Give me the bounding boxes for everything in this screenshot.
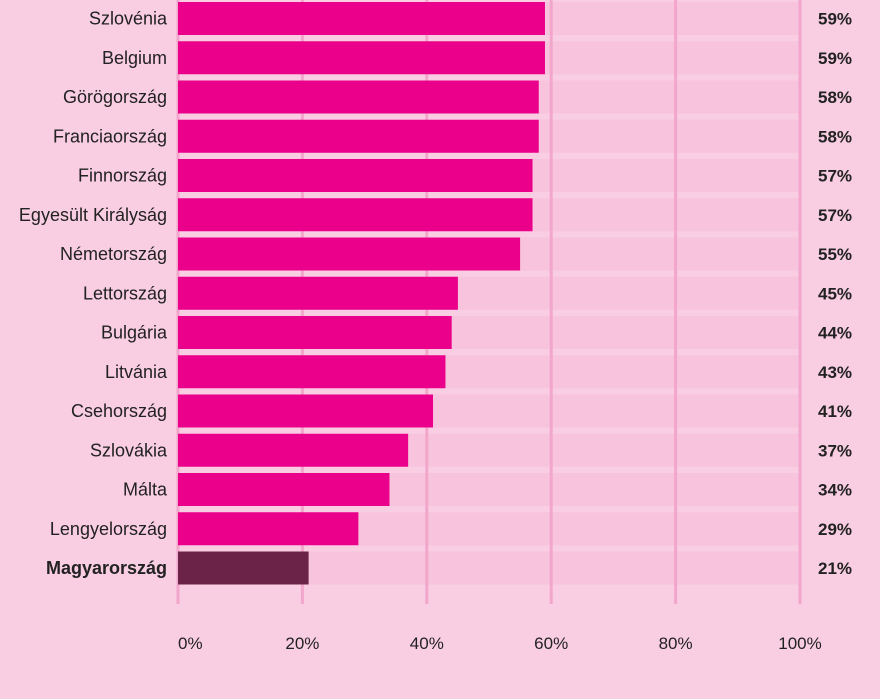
- value-label: 58%: [818, 127, 852, 146]
- bar: [178, 198, 533, 232]
- category-label: Lettország: [83, 283, 167, 303]
- bar: [178, 473, 390, 506]
- value-label: 21%: [818, 559, 852, 578]
- bar: [178, 119, 539, 153]
- bar: [178, 355, 446, 389]
- category-label: Görögország: [63, 87, 167, 107]
- category-label: Szlovákia: [90, 440, 168, 460]
- bar: [178, 316, 452, 349]
- x-tick-label: 60%: [534, 634, 568, 653]
- value-label: 45%: [818, 284, 852, 303]
- category-label: Belgium: [102, 48, 167, 68]
- value-label: 57%: [818, 206, 852, 225]
- value-label: 58%: [818, 88, 852, 107]
- x-tick-label: 100%: [778, 634, 821, 653]
- category-label: Finnország: [78, 166, 167, 186]
- x-tick-label: 0%: [178, 634, 203, 653]
- value-label: 43%: [818, 363, 852, 382]
- x-tick-label: 20%: [285, 634, 319, 653]
- category-label: Szlovénia: [89, 9, 168, 29]
- category-label: Németország: [60, 244, 167, 264]
- value-label: 29%: [818, 520, 852, 539]
- bar: [178, 159, 533, 192]
- bar: [178, 551, 309, 585]
- value-label: 59%: [818, 49, 852, 68]
- bar: [178, 80, 539, 114]
- value-label: 34%: [818, 481, 852, 500]
- value-label: 55%: [818, 245, 852, 264]
- bar: [178, 237, 521, 271]
- bar: [178, 394, 434, 428]
- value-label: 57%: [818, 167, 852, 186]
- x-tick-label: 40%: [410, 634, 444, 653]
- category-label: Csehország: [71, 401, 167, 421]
- category-label: Lengyelország: [50, 519, 167, 539]
- value-label: 41%: [818, 402, 852, 421]
- category-label: Franciaország: [53, 126, 167, 146]
- bar: [178, 433, 409, 467]
- bar: [178, 41, 545, 75]
- category-label: Magyarország: [46, 558, 167, 578]
- category-label: Egyesült Királyság: [19, 205, 167, 225]
- value-label: 59%: [818, 10, 852, 29]
- value-label: 37%: [818, 441, 852, 460]
- bar: [178, 2, 545, 35]
- bar: [178, 512, 359, 546]
- bar: [178, 276, 458, 310]
- category-label: Málta: [123, 480, 168, 500]
- category-label: Bulgária: [101, 323, 168, 343]
- category-label: Litvánia: [105, 362, 168, 382]
- value-label: 44%: [818, 324, 852, 343]
- x-tick-label: 80%: [659, 634, 693, 653]
